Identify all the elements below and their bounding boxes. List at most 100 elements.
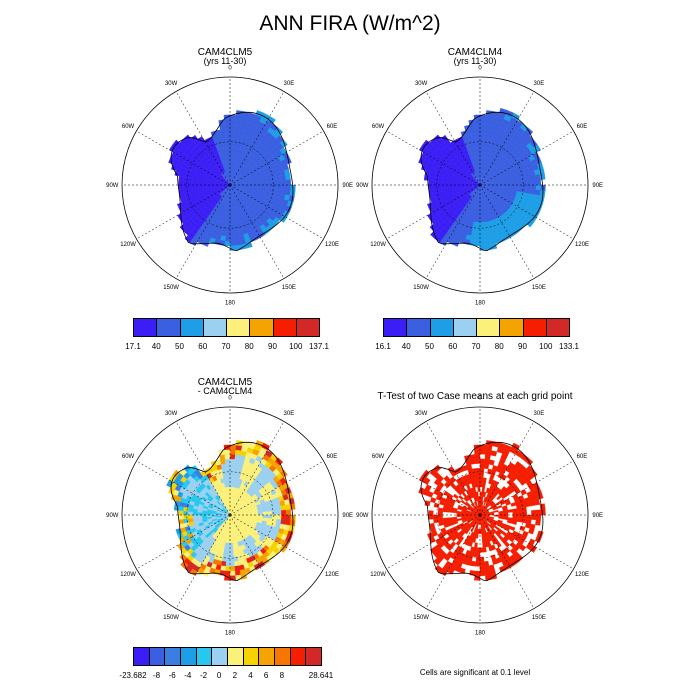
grid-cell bbox=[473, 477, 478, 483]
grid-cell bbox=[479, 547, 484, 553]
grid-cell bbox=[483, 230, 490, 237]
grid-cell bbox=[521, 514, 527, 520]
grid-cell bbox=[479, 128, 486, 134]
grid-cell bbox=[479, 217, 484, 223]
grid-cell bbox=[229, 226, 235, 232]
grid-cell bbox=[483, 560, 490, 567]
grid-cell bbox=[482, 482, 486, 488]
colorbar-label: -8 bbox=[152, 671, 161, 680]
grid-cell bbox=[437, 514, 443, 519]
grid-cell bbox=[470, 458, 476, 465]
grid-cell bbox=[479, 570, 486, 576]
grid-cell bbox=[476, 152, 481, 158]
grid-cell bbox=[472, 142, 477, 149]
grid-cell bbox=[479, 236, 486, 242]
grid-cell bbox=[179, 553, 188, 562]
colorbar-label: 28.641 bbox=[308, 671, 334, 680]
grid-cell bbox=[219, 454, 226, 460]
colorbar-swatch bbox=[180, 647, 197, 666]
grid-cell bbox=[201, 514, 207, 518]
colorbar-swatch bbox=[272, 318, 297, 337]
meridian-line bbox=[136, 460, 231, 516]
grid-cell bbox=[447, 184, 453, 189]
grid-cell bbox=[519, 525, 526, 532]
grid-cell bbox=[262, 178, 268, 183]
meridian-line bbox=[229, 460, 324, 516]
grid-cell bbox=[226, 152, 231, 158]
colorbar-swatch bbox=[133, 647, 150, 666]
grid-cell bbox=[225, 231, 231, 237]
grid-cell bbox=[229, 533, 233, 539]
grid-cell bbox=[531, 179, 537, 186]
colorbar-label: 6 bbox=[263, 671, 269, 680]
longitude-label: 120E bbox=[575, 242, 589, 248]
longitude-label: 120E bbox=[325, 572, 339, 578]
grid-cell bbox=[479, 463, 485, 469]
colorbar-swatch bbox=[179, 318, 204, 337]
grid-cell bbox=[440, 527, 447, 534]
grid-cell bbox=[475, 133, 481, 139]
grid-cell bbox=[226, 552, 231, 558]
meridian-line bbox=[425, 421, 481, 516]
colorbar-swatch bbox=[195, 647, 213, 666]
grid-cell bbox=[234, 454, 241, 460]
grid-cell bbox=[227, 156, 231, 162]
colorbar-swatch bbox=[476, 318, 501, 337]
grid-cell bbox=[257, 181, 263, 186]
grid-cell bbox=[226, 482, 231, 488]
grid-cell bbox=[276, 514, 282, 520]
grid-cell bbox=[187, 181, 193, 186]
grid-cell bbox=[285, 179, 291, 186]
longitude-label: 180 bbox=[475, 301, 486, 307]
grid-cell bbox=[271, 514, 277, 520]
grid-cell bbox=[428, 184, 434, 190]
grid-cell bbox=[437, 184, 443, 189]
grid-cell bbox=[229, 552, 234, 558]
grid-cell bbox=[517, 511, 523, 516]
grid-cell bbox=[531, 509, 537, 516]
map-panel-difference: 0 30E 60E 90E 120E 150E 180 150W 120W 90W 60W 30W bbox=[106, 395, 353, 636]
grid-cell bbox=[224, 570, 231, 576]
longitude-label: 150E bbox=[532, 285, 546, 291]
colorbar-label: 2 bbox=[232, 671, 238, 680]
map-cells bbox=[168, 110, 296, 251]
panel-3-subtitle: - CAM4CLM4 bbox=[197, 386, 253, 396]
grid-cell bbox=[229, 147, 234, 153]
grid-cell bbox=[526, 184, 532, 190]
longitude-label: 150E bbox=[282, 285, 296, 291]
grid-cell bbox=[183, 510, 189, 516]
grid-cell bbox=[516, 507, 523, 512]
grid-cell bbox=[443, 475, 451, 483]
grid-cell bbox=[266, 177, 273, 182]
longitude-label: 60W bbox=[122, 454, 135, 460]
grid-cell bbox=[229, 142, 234, 148]
grid-cell bbox=[266, 507, 273, 512]
longitude-label: 30W bbox=[165, 81, 178, 87]
grid-cell bbox=[225, 133, 231, 139]
grid-cell bbox=[221, 468, 227, 474]
grid-cell bbox=[477, 486, 481, 492]
grid-cell bbox=[232, 547, 237, 553]
grid-cell bbox=[481, 496, 484, 502]
grid-cell bbox=[471, 138, 477, 144]
grid-cell bbox=[248, 182, 254, 186]
longitude-label: 30E bbox=[284, 81, 295, 87]
grid-cell bbox=[512, 184, 518, 189]
grid-cell bbox=[233, 556, 239, 562]
grid-cell bbox=[456, 518, 463, 522]
grid-cell bbox=[233, 221, 238, 228]
grid-cell bbox=[227, 486, 231, 492]
map-cells bbox=[418, 440, 546, 581]
grid-cell bbox=[481, 486, 486, 493]
grid-cell bbox=[442, 517, 448, 522]
grid-cell bbox=[284, 169, 291, 176]
meridian-line bbox=[479, 184, 535, 279]
grid-cell bbox=[521, 506, 527, 512]
grid-cell bbox=[503, 182, 509, 186]
meridian-line bbox=[229, 184, 324, 240]
grid-cell bbox=[233, 230, 240, 237]
grid-cell bbox=[422, 139, 431, 148]
meridian-line bbox=[386, 130, 481, 186]
colorbar-swatch bbox=[452, 318, 477, 337]
grid-cell bbox=[187, 511, 193, 516]
